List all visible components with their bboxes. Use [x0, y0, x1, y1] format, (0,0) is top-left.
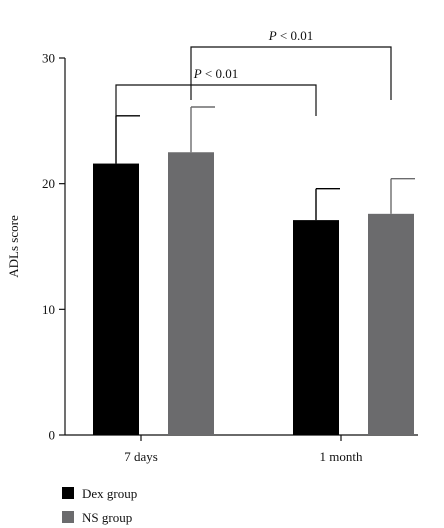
bar-dex-7-days	[93, 163, 139, 435]
y-tick-label: 20	[42, 176, 55, 191]
legend-swatch-ns	[62, 511, 74, 523]
bar-dex-1-month	[293, 220, 339, 435]
y-ticks: 0 10 20 30	[42, 51, 65, 443]
legend-swatch-dex	[62, 487, 74, 499]
significance-label-p: P	[268, 28, 277, 43]
significance-brackets: P < 0.01P < 0.01	[115, 28, 392, 116]
error-bars	[115, 106, 415, 221]
legend-label-dex: Dex group	[82, 486, 137, 501]
axes: 0 10 20 30 7 days 1 month ADLs score	[6, 51, 418, 464]
bars	[93, 152, 414, 435]
significance-label: P < 0.01	[193, 66, 239, 81]
bar-ns-7-days	[168, 152, 214, 435]
significance-label-value: < 0.01	[202, 66, 239, 81]
y-tick-label: 0	[49, 428, 56, 443]
y-tick-label: 30	[42, 51, 55, 66]
legend-label-ns: NS group	[82, 510, 132, 525]
significance-label: P < 0.01	[268, 28, 314, 43]
bar-ns-1-month	[368, 213, 414, 435]
significance-bracket	[115, 84, 317, 116]
x-ticks: 7 days 1 month	[124, 435, 363, 464]
x-tick-label: 7 days	[124, 449, 158, 464]
significance-label-value: < 0.01	[277, 28, 314, 43]
legend: Dex group NS group	[62, 486, 137, 525]
x-tick-label: 1 month	[320, 449, 363, 464]
significance-label-p: P	[193, 66, 202, 81]
y-tick-label: 10	[42, 302, 55, 317]
significance-bracket	[190, 46, 392, 100]
y-axis-title: ADLs score	[6, 215, 21, 278]
